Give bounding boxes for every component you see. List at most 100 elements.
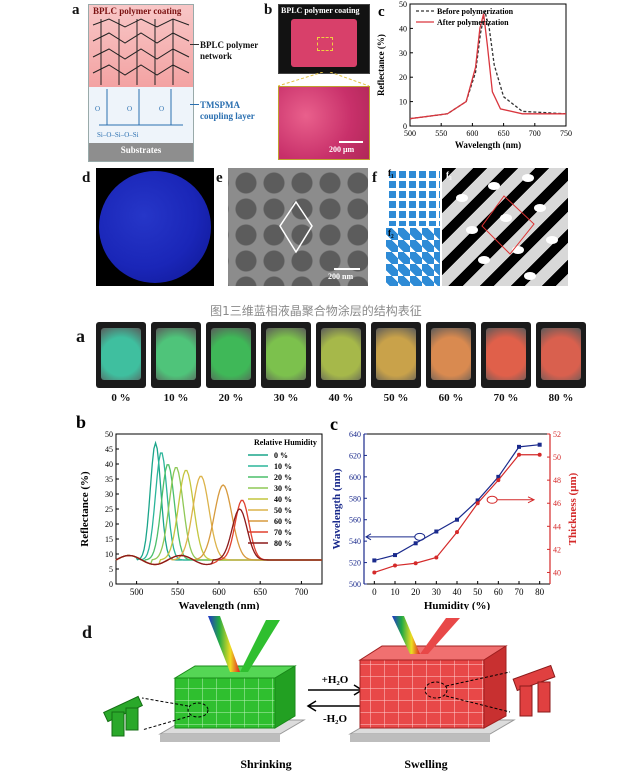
minus-water-label: -H₂O (323, 713, 348, 725)
y-tick-label: 500 (349, 580, 361, 589)
unit-cell-rhombus (279, 200, 313, 254)
shrinking-block (103, 616, 306, 742)
x-tick-label: 550 (171, 587, 185, 597)
humidity-swatch-label: 10 % (163, 392, 189, 404)
thickness-point (517, 452, 521, 457)
y-tick-label: 45 (105, 445, 113, 454)
swatch-color (266, 328, 306, 380)
y-tick-label: 10 (105, 550, 113, 559)
x-tick-label: 550 (435, 129, 447, 138)
y-tick-label: 560 (349, 516, 361, 525)
x-tick-label: 30 (432, 587, 442, 597)
humidity-swatch-label: 0 % (111, 392, 131, 404)
humidity-swatch (371, 322, 421, 388)
y-tick-label: 10 (399, 98, 407, 107)
x-tick-label: 600 (466, 129, 478, 138)
thickness-point (393, 563, 397, 568)
humidity-swatch (96, 322, 146, 388)
swatch-color (211, 328, 251, 380)
coupling-label: TMSPMA coupling layer (200, 100, 255, 121)
swelling-block (348, 616, 556, 742)
x-tick-label: 700 (295, 587, 309, 597)
panel-label-1a: a (72, 2, 80, 18)
panel-label-1c: c (378, 4, 385, 20)
x-tick-label: 10 (391, 587, 401, 597)
legend-entry: 70 % (274, 528, 292, 537)
y-tick-label: 20 (105, 520, 113, 529)
y-tick-label: 50 (105, 430, 113, 439)
thickness-point (475, 501, 480, 506)
legend-entry: 20 % (274, 473, 292, 482)
wavelength-point (496, 474, 501, 479)
x-tick-label: 80 (535, 587, 545, 597)
legend-entry: 0 % (274, 451, 288, 460)
plus-water-label: +H₂O (322, 674, 349, 686)
panel-1a-coating-schematic: BPLC polymer coating O O O Si–O–Si–O–Si Su… (88, 4, 194, 162)
panel-label-2d: d (82, 622, 93, 642)
series-line (115, 508, 322, 566)
wavelength-line (374, 444, 540, 562)
y-tick-label: 50 (399, 0, 407, 9)
wavelength-point (537, 442, 542, 447)
series-line (409, 13, 566, 120)
panel-1b-zoom-image: 200 μm (278, 86, 370, 160)
humidity-swatch (426, 322, 476, 388)
panel-label-2c: c (330, 414, 338, 434)
x-axis-label: Wavelength (nm) (455, 140, 521, 150)
panel-1f1-lattice: f₁ (386, 168, 440, 226)
x-tick-label: 650 (498, 129, 510, 138)
scale-label-200um: 200 μm (329, 145, 355, 154)
arrow-to-right-axis (497, 496, 536, 504)
y-tick-label: 620 (349, 451, 361, 460)
legend-entry: 50 % (274, 506, 292, 515)
y2-tick-label: 42 (553, 545, 561, 554)
swatch-color (376, 328, 416, 380)
legend-entry: 80 % (274, 539, 292, 548)
panel-1e-sem-image: 200 nm (228, 168, 368, 286)
svg-text:O: O (127, 105, 132, 113)
x-tick-label: 500 (130, 587, 144, 597)
y-tick-label: 25 (105, 505, 113, 514)
y-tick-label: 0 (109, 580, 113, 589)
humidity-swatch (206, 322, 256, 388)
coating-photo-title: BPLC polymer coating (281, 6, 360, 15)
y-axis-label: Wavelength (nm) (331, 468, 343, 549)
humidity-swatch (536, 322, 586, 388)
y-axis-label: Reflectance (%) (376, 34, 386, 96)
humidity-swatch (481, 322, 531, 388)
x-tick-label: 0 (372, 587, 377, 597)
wavelength-point (393, 553, 397, 558)
voids-and-cell (456, 174, 558, 280)
svg-text:O: O (95, 105, 100, 113)
panel-1b-photo: BPLC polymer coating (278, 4, 370, 74)
humidity-swatch-label: 40 % (328, 392, 354, 404)
humidity-swatch-label: 20 % (218, 392, 244, 404)
wavelength-point (413, 541, 418, 546)
scale-bar-200nm (334, 268, 360, 270)
series-line (409, 11, 567, 120)
wavelength-point (455, 517, 459, 522)
x-tick-label: 40 (453, 587, 463, 597)
x-tick-label: 70 (515, 587, 525, 597)
svg-text:Si–O–Si–O–Si: Si–O–Si–O–Si (97, 131, 139, 139)
y-tick-label: 15 (105, 535, 113, 544)
y-tick-label: 30 (105, 490, 113, 499)
thickness-axis-marker (486, 495, 498, 504)
panel-2d-schematic: Shrinking +H₂O -H₂O Swelling (103, 616, 556, 771)
panel-label-2a: a (76, 326, 85, 346)
wavelength-axis-marker (414, 532, 426, 541)
subpanel-f1-label: f₁ (388, 168, 394, 178)
wavelength-point (434, 529, 439, 534)
y-tick-label: 30 (399, 49, 407, 58)
y2-tick-label: 44 (553, 522, 561, 531)
thickness-point (434, 555, 439, 560)
y-tick-label: 40 (399, 24, 407, 33)
swatch-color (486, 328, 526, 380)
legend-entry: 60 % (274, 517, 292, 526)
zoom-lines (278, 72, 370, 86)
y-tick-label: 600 (349, 473, 361, 482)
y-tick-label: 540 (349, 537, 361, 546)
y2-axis-label: Thickness (μm) (567, 472, 579, 545)
y-tick-label: 40 (105, 460, 113, 469)
polymer-network-drawing: O O O Si–O–Si–O–Si (92, 18, 190, 139)
